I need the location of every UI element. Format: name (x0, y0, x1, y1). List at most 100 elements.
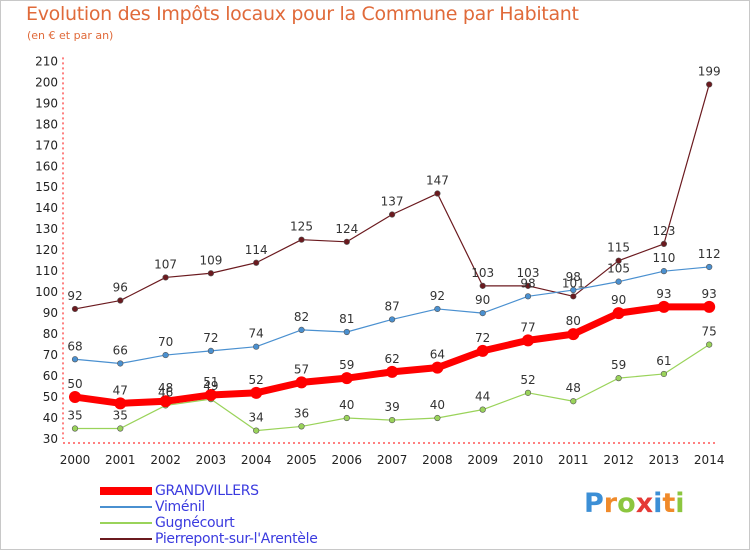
data-label-pierrepont-sur-l-arent-le: 147 (426, 174, 449, 188)
data-label-grandvillers: 93 (702, 287, 717, 301)
logo-letter: i (653, 488, 663, 519)
data-label-vim-nil: 81 (339, 312, 354, 326)
y-tick-label: 70 (43, 348, 58, 362)
data-point-vim-nil (343, 328, 350, 336)
chart-axes: 30 40 50 60 70 80 90 100 110 120 130 140 150 160 170 18… (35, 54, 724, 467)
data-label-grandvillers: 64 (430, 348, 445, 362)
data-point-vim-nil (298, 326, 305, 334)
data-label-vim-nil: 98 (520, 276, 535, 290)
data-label-vim-nil: 70 (158, 335, 173, 349)
data-point-grandvillers (295, 376, 308, 389)
data-label-vim-nil: 72 (203, 331, 218, 345)
data-point-gugn-court (298, 423, 305, 430)
y-tick-label: 120 (35, 243, 58, 257)
data-point-vim-nil (660, 268, 668, 275)
data-label-pierrepont-sur-l-arent-le: 114 (245, 243, 268, 257)
y-tick-label: 90 (43, 306, 58, 320)
data-point-grandvillers (386, 365, 399, 378)
data-label-vim-nil: 74 (249, 327, 264, 341)
legend-swatch (100, 522, 152, 524)
data-label-vim-nil: 110 (652, 251, 675, 265)
data-point-gugn-court (343, 414, 350, 422)
y-tick-label: 80 (43, 327, 58, 341)
data-label-vim-nil: 68 (67, 339, 82, 353)
data-label-pierrepont-sur-l-arent-le: 103 (471, 266, 494, 280)
data-label-pierrepont-sur-l-arent-le: 103 (517, 266, 540, 280)
data-point-gugn-court (706, 341, 713, 348)
data-point-pierrepont-sur-l-arent-le (207, 270, 214, 277)
data-label-gugn-court: 40 (339, 398, 354, 412)
y-tick-label: 130 (35, 222, 58, 236)
data-label-gugn-court: 59 (611, 358, 626, 372)
data-label-vim-nil: 87 (384, 299, 399, 313)
x-tick-label: 2001 (105, 453, 136, 467)
data-point-vim-nil (71, 356, 79, 363)
data-label-vim-nil: 82 (294, 310, 309, 324)
data-label-gugn-court: 46 (158, 385, 173, 399)
data-point-pierrepont-sur-l-arent-le (298, 236, 305, 243)
data-label-grandvillers: 90 (611, 293, 626, 307)
data-point-vim-nil (117, 360, 124, 367)
logo-letter: i (675, 488, 685, 519)
legend-swatch (100, 506, 152, 508)
data-point-vim-nil (615, 278, 622, 285)
chart-title: Evolution des Impôts locaux pour la Comm… (26, 3, 579, 25)
data-label-pierrepont-sur-l-arent-le: 96 (113, 281, 128, 295)
data-label-gugn-court: 40 (430, 398, 445, 412)
data-label-gugn-court: 75 (702, 325, 717, 339)
data-point-grandvillers (250, 386, 263, 399)
y-tick-label: 200 (35, 75, 58, 89)
data-point-pierrepont-sur-l-arent-le (343, 238, 350, 245)
data-point-pierrepont-sur-l-arent-le (570, 293, 577, 300)
data-label-gugn-court: 52 (520, 373, 535, 387)
data-label-gugn-court: 39 (384, 400, 399, 414)
data-label-gugn-court: 35 (67, 409, 82, 423)
y-tick-label: 30 (43, 432, 58, 446)
y-tick-label: 150 (35, 180, 58, 194)
x-tick-label: 2012 (603, 453, 634, 467)
data-point-pierrepont-sur-l-arent-le (615, 257, 622, 264)
legend-label: Viménil (155, 499, 205, 515)
x-tick-label: 2004 (241, 453, 272, 467)
data-point-gugn-court (660, 370, 668, 378)
data-label-gugn-court: 49 (203, 379, 218, 393)
data-label-vim-nil: 98 (566, 270, 581, 284)
data-point-vim-nil (389, 316, 396, 323)
legend-label: Gugnécourt (155, 515, 235, 531)
logo-letter: r (603, 488, 618, 519)
data-point-pierrepont-sur-l-arent-le (524, 282, 532, 289)
data-point-grandvillers (431, 361, 444, 374)
data-label-gugn-court: 36 (294, 406, 309, 420)
logo-letter: t (662, 488, 676, 519)
data-point-vim-nil (162, 351, 169, 359)
data-point-grandvillers (703, 300, 716, 313)
data-label-grandvillers: 93 (656, 287, 671, 301)
data-point-pierrepont-sur-l-arent-le (660, 240, 668, 247)
data-label-pierrepont-sur-l-arent-le: 199 (698, 64, 721, 78)
y-tick-label: 160 (35, 159, 58, 173)
data-label-gugn-court: 35 (113, 409, 128, 423)
data-label-grandvillers: 48 (158, 381, 173, 395)
proxiti-logo: Proxiti (584, 488, 685, 519)
y-tick-label: 190 (35, 96, 58, 110)
data-label-grandvillers: 51 (203, 375, 218, 389)
data-point-vim-nil (524, 293, 532, 300)
data-point-grandvillers (522, 334, 534, 347)
data-point-grandvillers (340, 372, 353, 385)
data-point-vim-nil (570, 286, 577, 294)
data-point-gugn-court (570, 398, 577, 405)
data-label-vim-nil: 112 (698, 247, 721, 261)
legend-swatch (100, 487, 152, 495)
data-label-grandvillers: 62 (384, 352, 399, 366)
y-tick-label: 170 (35, 138, 58, 152)
x-tick-label: 2009 (467, 453, 498, 467)
data-label-pierrepont-sur-l-arent-le: 92 (67, 289, 82, 303)
data-point-grandvillers (204, 388, 217, 401)
data-point-gugn-court (434, 414, 441, 422)
data-point-pierrepont-sur-l-arent-le (162, 274, 169, 281)
data-label-grandvillers: 80 (566, 314, 581, 328)
y-tick-label: 60 (43, 369, 58, 383)
data-label-grandvillers: 57 (294, 362, 309, 376)
